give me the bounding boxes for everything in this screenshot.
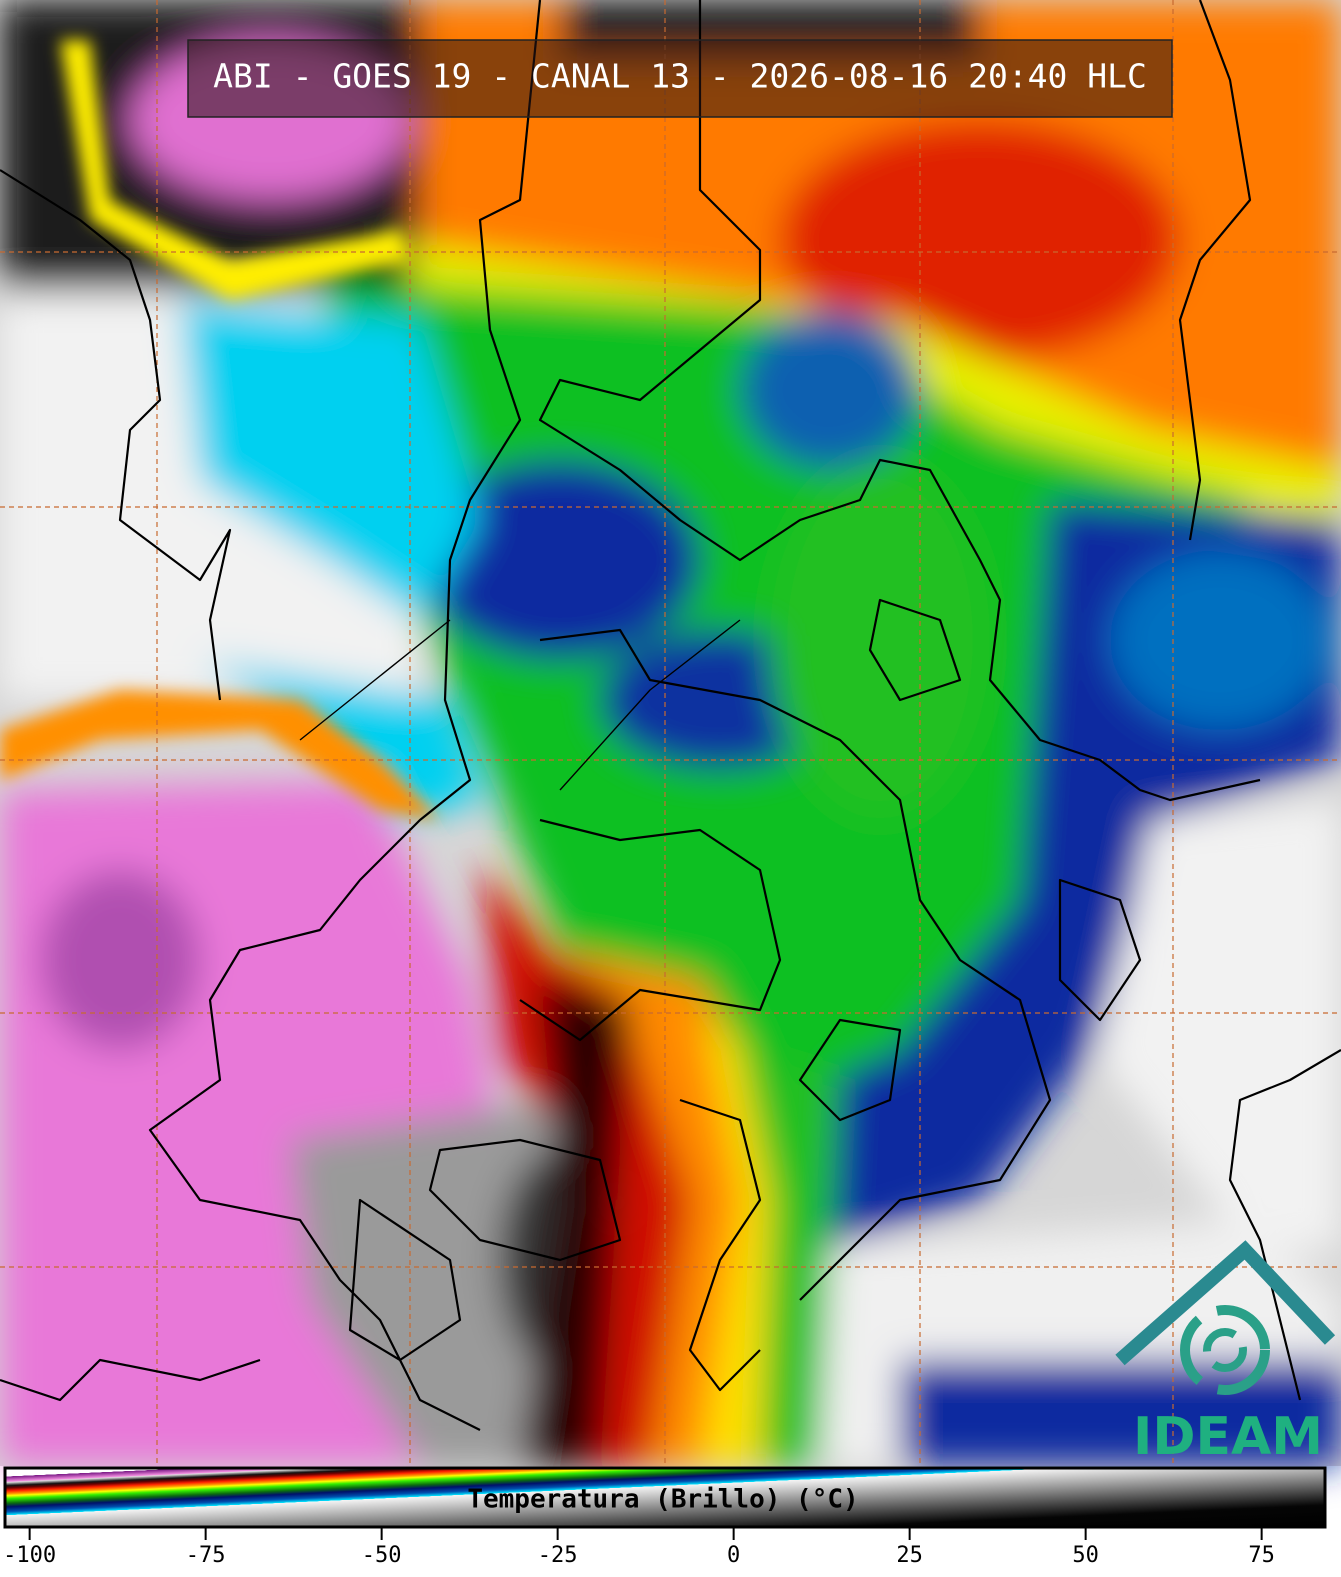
tick-label: 50 xyxy=(1072,1543,1099,1568)
tick-label: 0 xyxy=(727,1543,740,1568)
title-box: ABI - GOES 19 - CANAL 13 - 2026-08-16 20… xyxy=(187,39,1173,118)
logo: IDEAM xyxy=(1115,1240,1336,1467)
tick-label: -25 xyxy=(538,1543,578,1568)
tick-label: 75 xyxy=(1248,1543,1275,1568)
satellite-image xyxy=(0,0,1341,1466)
tick-label: -75 xyxy=(186,1543,226,1568)
colorbar-label: Temperatura (Brillo) (°C) xyxy=(467,1485,858,1515)
tick-label: 25 xyxy=(896,1543,923,1568)
tick-label: -100 xyxy=(3,1543,56,1568)
colorbar: Temperatura (Brillo) (°C) xyxy=(3,1466,1327,1529)
logo-text: IDEAM xyxy=(1133,1407,1323,1467)
tick-label: -50 xyxy=(362,1543,402,1568)
title: ABI - GOES 19 - CANAL 13 - 2026-08-16 20… xyxy=(213,57,1147,96)
